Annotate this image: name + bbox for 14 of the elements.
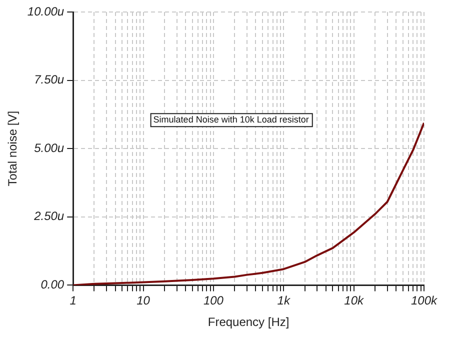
y-tick-label: 10.00u [27, 4, 64, 18]
y-tick-label: 5.00u [34, 140, 64, 155]
annotation: Simulated Noise with 10k Load resistor [153, 114, 309, 125]
x-tick-label: 10 [136, 294, 150, 308]
y-tick-label: 7.50u [34, 72, 64, 87]
y-tick-label: 0.00 [40, 278, 64, 292]
x-tick-label: 1k [277, 294, 291, 308]
x-axis-title: Frequency [Hz] [208, 315, 290, 330]
x-tick-label: 100k [410, 294, 438, 308]
x-tick-label: 1 [70, 294, 76, 308]
y-tick-label: 2.50u [33, 209, 64, 224]
x-tick-label: 10k [344, 294, 364, 308]
y-axis-title: Total noise [V] [6, 110, 20, 186]
x-tick-label: 100 [203, 294, 224, 308]
